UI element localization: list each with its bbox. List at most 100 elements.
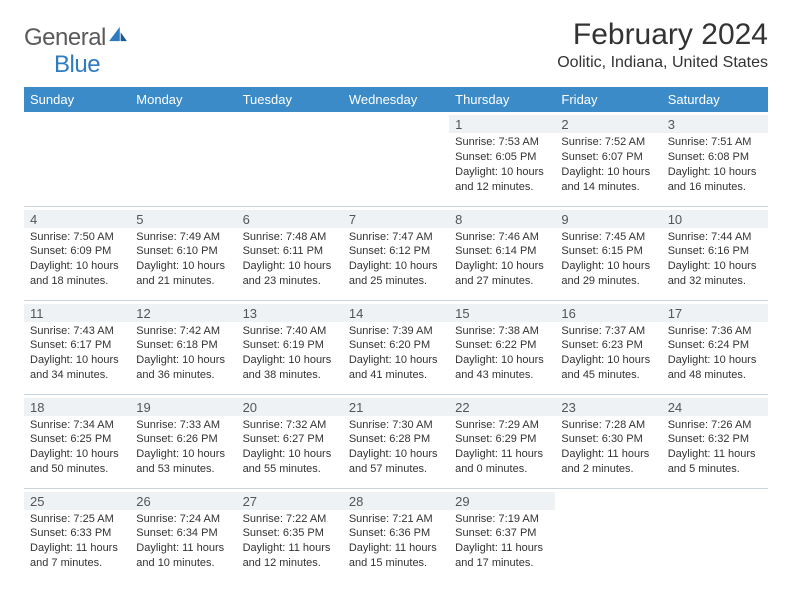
calendar-cell — [662, 488, 768, 582]
calendar-cell: 12 Sunrise: 7:42 AMSunset: 6:18 PMDayligh… — [130, 300, 236, 394]
detail-line: Daylight: 10 hours — [243, 259, 337, 274]
logo: GeneralBlue — [24, 18, 128, 79]
detail-line: Sunset: 6:23 PM — [561, 338, 655, 353]
day-number: 26 — [130, 492, 236, 510]
calendar-cell: 25Sunrise: 7:25 AMSunset: 6:33 PMDayligh… — [24, 488, 130, 582]
detail-line: Sunrise: 7:34 AM — [30, 418, 124, 433]
title-block: February 2024 Oolitic, Indiana, United S… — [557, 18, 768, 72]
detail-line: Sunset: 6:36 PM — [349, 526, 443, 541]
detail-line: Sunset: 6:14 PM — [455, 244, 549, 259]
detail-line: Daylight: 10 hours — [136, 259, 230, 274]
logo-text-general: General — [24, 24, 106, 52]
header: GeneralBlue February 2024 Oolitic, India… — [24, 18, 768, 79]
calendar-cell: 10Sunrise: 7:44 AMSunset: 6:16 PMDayligh… — [662, 206, 768, 300]
day-header: Tuesday — [237, 87, 343, 112]
day-details: Sunrise: 7:50 AMSunset: 6:09 PMDaylight:… — [30, 230, 124, 289]
day-header-row: Sunday Monday Tuesday Wednesday Thursday… — [24, 87, 768, 112]
day-number: 1 — [449, 115, 555, 133]
day-details: Sunrise: 7:21 AMSunset: 6:36 PMDaylight:… — [349, 512, 443, 571]
detail-line: and 45 minutes. — [561, 368, 655, 383]
day-number: 28 — [343, 492, 449, 510]
detail-line: Sunrise: 7:52 AM — [561, 135, 655, 150]
calendar-cell: 19Sunrise: 7:33 AMSunset: 6:26 PMDayligh… — [130, 394, 236, 488]
detail-line: Sunrise: 7:29 AM — [455, 418, 549, 433]
detail-line: Daylight: 11 hours — [561, 447, 655, 462]
detail-line: Sunrise: 7:19 AM — [455, 512, 549, 527]
detail-line: Sunset: 6:20 PM — [349, 338, 443, 353]
detail-line: Daylight: 10 hours — [243, 353, 337, 368]
detail-line: Sunrise: 7:33 AM — [136, 418, 230, 433]
calendar-cell: 29 Sunrise: 7:19 AMSunset: 6:37 PMDayligh… — [449, 488, 555, 582]
calendar-row: 11Sunrise: 7:43 AMSunset: 6:17 PMDayligh… — [24, 300, 768, 394]
logo-sail-icon — [108, 26, 128, 47]
day-details: Sunrise: 7:44 AMSunset: 6:16 PMDaylight:… — [668, 230, 762, 289]
day-details: Sunrise: 7:25 AMSunset: 6:33 PMDaylight:… — [30, 512, 124, 571]
detail-line: and 50 minutes. — [30, 462, 124, 477]
calendar-cell: 5 Sunrise: 7:49 AMSunset: 6:10 PMDaylight… — [130, 206, 236, 300]
day-number: 12 — [130, 304, 236, 322]
day-details: Sunrise: 7:28 AMSunset: 6:30 PMDaylight:… — [561, 418, 655, 477]
day-header: Friday — [555, 87, 661, 112]
detail-line: and 36 minutes. — [136, 368, 230, 383]
detail-line: Sunrise: 7:46 AM — [455, 230, 549, 245]
day-details: Sunrise: 7:46 AMSunset: 6:14 PMDaylight:… — [455, 230, 549, 289]
calendar-cell — [237, 112, 343, 206]
detail-line: Sunset: 6:26 PM — [136, 432, 230, 447]
detail-line: Daylight: 10 hours — [455, 259, 549, 274]
detail-line: Sunset: 6:15 PM — [561, 244, 655, 259]
detail-line: Sunrise: 7:43 AM — [30, 324, 124, 339]
day-header: Monday — [130, 87, 236, 112]
detail-line: Daylight: 10 hours — [136, 447, 230, 462]
day-number: 17 — [662, 304, 768, 322]
day-number: 11 — [24, 304, 130, 322]
logo-text-blue: Blue — [54, 51, 128, 79]
calendar-cell: 22Sunrise: 7:29 AMSunset: 6:29 PMDayligh… — [449, 394, 555, 488]
detail-line: Sunset: 6:24 PM — [668, 338, 762, 353]
detail-line: and 7 minutes. — [30, 556, 124, 571]
detail-line: Sunset: 6:33 PM — [30, 526, 124, 541]
detail-line: Daylight: 10 hours — [561, 165, 655, 180]
calendar-cell: 20Sunrise: 7:32 AMSunset: 6:27 PMDayligh… — [237, 394, 343, 488]
detail-line: and 10 minutes. — [136, 556, 230, 571]
day-number: 13 — [237, 304, 343, 322]
day-details: Sunrise: 7:49 AMSunset: 6:10 PMDaylight:… — [136, 230, 230, 289]
day-number: 23 — [555, 398, 661, 416]
detail-line: Sunrise: 7:45 AM — [561, 230, 655, 245]
calendar-cell — [343, 112, 449, 206]
day-details: Sunrise: 7:42 AMSunset: 6:18 PMDaylight:… — [136, 324, 230, 383]
day-number: 29 — [449, 492, 555, 510]
calendar-cell: 28 Sunrise: 7:21 AMSunset: 6:36 PMDayligh… — [343, 488, 449, 582]
detail-line: and 2 minutes. — [561, 462, 655, 477]
detail-line: Sunrise: 7:26 AM — [668, 418, 762, 433]
detail-line: Sunset: 6:09 PM — [30, 244, 124, 259]
calendar-cell: 9Sunrise: 7:45 AMSunset: 6:15 PMDaylight… — [555, 206, 661, 300]
day-number: 21 — [343, 398, 449, 416]
detail-line: Daylight: 11 hours — [668, 447, 762, 462]
day-details: Sunrise: 7:36 AMSunset: 6:24 PMDaylight:… — [668, 324, 762, 383]
day-details: Sunrise: 7:19 AMSunset: 6:37 PMDaylight:… — [455, 512, 549, 571]
detail-line: Sunset: 6:34 PM — [136, 526, 230, 541]
detail-line: Sunrise: 7:37 AM — [561, 324, 655, 339]
calendar-cell — [24, 112, 130, 206]
detail-line: Daylight: 11 hours — [455, 541, 549, 556]
detail-line: and 16 minutes. — [668, 180, 762, 195]
detail-line: Sunrise: 7:44 AM — [668, 230, 762, 245]
day-details: Sunrise: 7:52 AMSunset: 6:07 PMDaylight:… — [561, 135, 655, 194]
detail-line: Sunset: 6:07 PM — [561, 150, 655, 165]
day-header: Wednesday — [343, 87, 449, 112]
calendar-cell: 27Sunrise: 7:22 AMSunset: 6:35 PMDayligh… — [237, 488, 343, 582]
detail-line: Daylight: 10 hours — [349, 353, 443, 368]
calendar-row: 1Sunrise: 7:53 AMSunset: 6:05 PMDaylight… — [24, 112, 768, 206]
day-details: Sunrise: 7:51 AMSunset: 6:08 PMDaylight:… — [668, 135, 762, 194]
day-number: 20 — [237, 398, 343, 416]
calendar-cell: 15Sunrise: 7:38 AMSunset: 6:22 PMDayligh… — [449, 300, 555, 394]
day-details: Sunrise: 7:38 AMSunset: 6:22 PMDaylight:… — [455, 324, 549, 383]
detail-line: Daylight: 10 hours — [455, 353, 549, 368]
detail-line: and 12 minutes. — [243, 556, 337, 571]
detail-line: Sunset: 6:12 PM — [349, 244, 443, 259]
day-number: 3 — [662, 115, 768, 133]
day-number: 5 — [130, 210, 236, 228]
detail-line: Daylight: 10 hours — [243, 447, 337, 462]
detail-line: and 29 minutes. — [561, 274, 655, 289]
calendar-cell: 13Sunrise: 7:40 AMSunset: 6:19 PMDayligh… — [237, 300, 343, 394]
